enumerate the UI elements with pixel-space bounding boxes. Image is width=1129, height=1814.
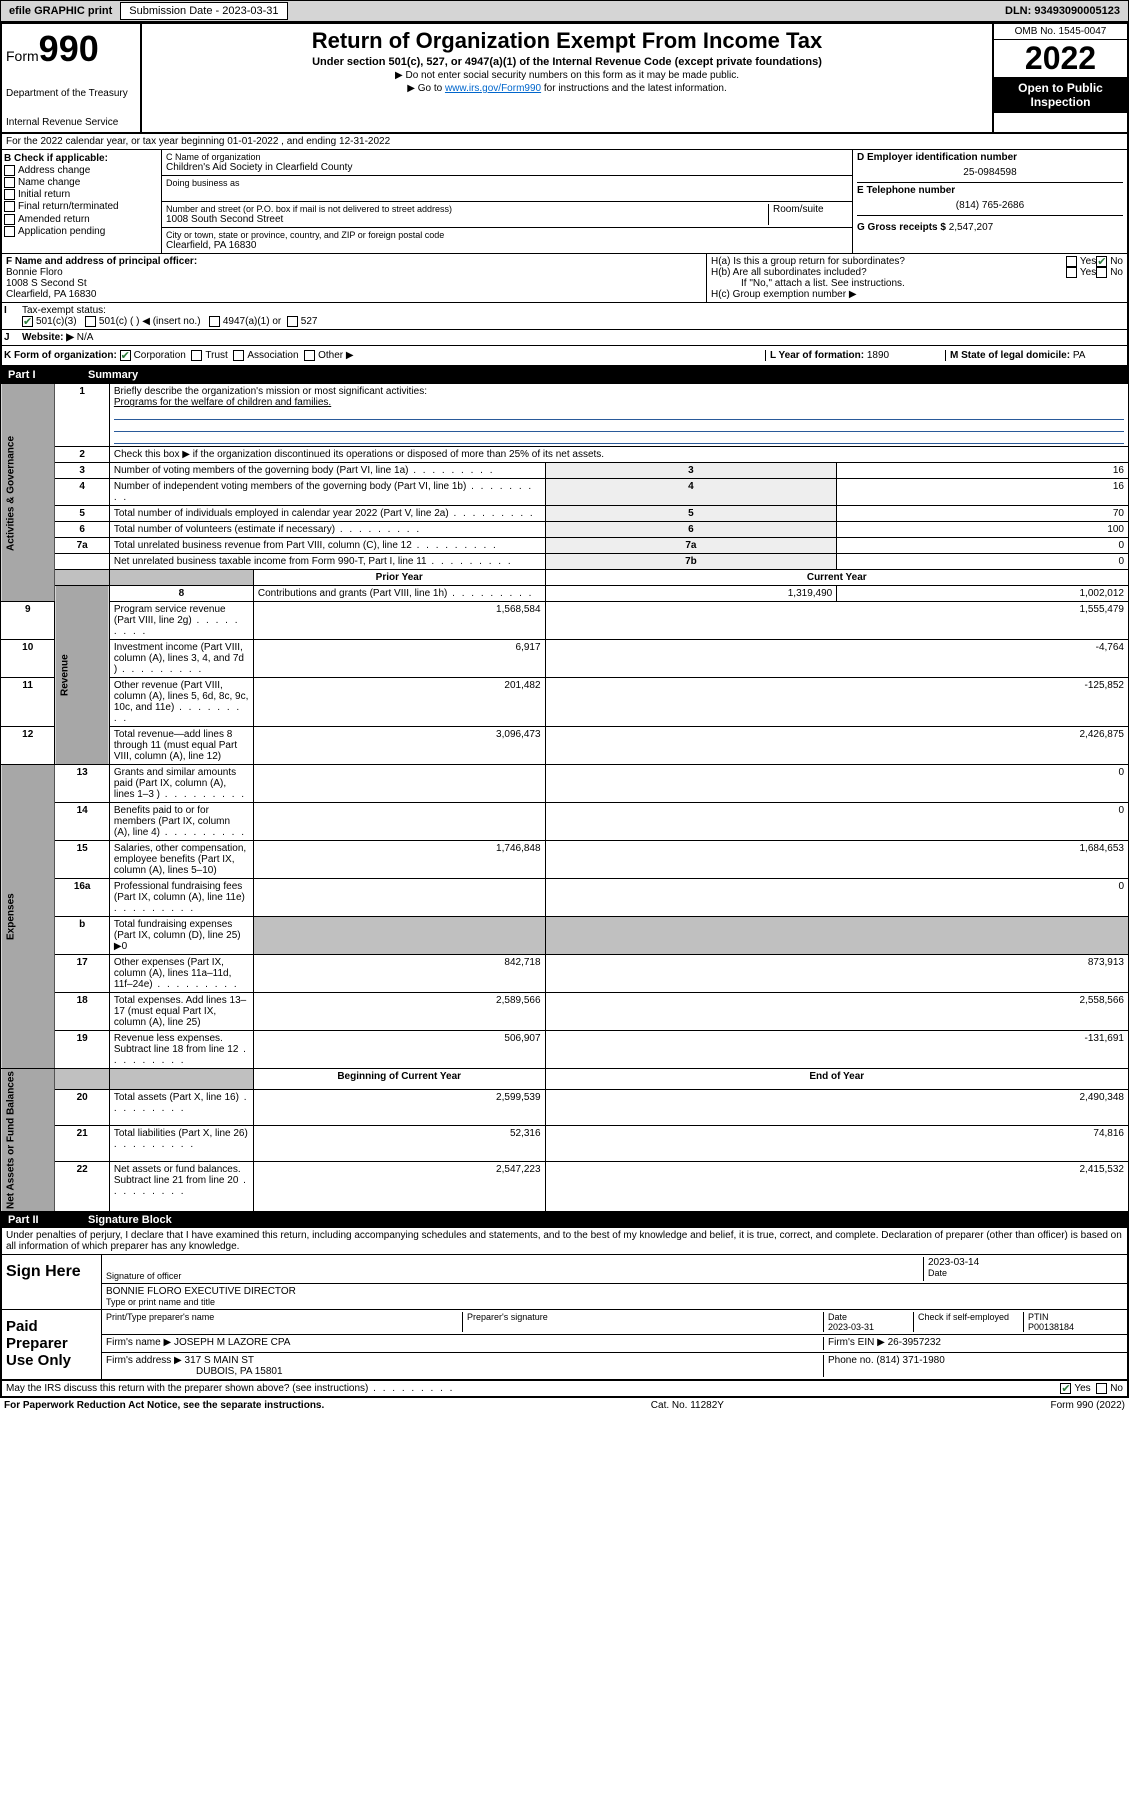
form-note1: ▶ Do not enter social security numbers o… bbox=[146, 70, 988, 81]
state-domicile: PA bbox=[1073, 350, 1086, 361]
box-f: F Name and address of principal officer:… bbox=[2, 254, 707, 302]
section-klm: K Form of organization: Corporation Trus… bbox=[2, 345, 1127, 365]
firm-phone: (814) 371-1980 bbox=[876, 1355, 944, 1366]
row-4: 4Number of independent voting members of… bbox=[1, 479, 1129, 506]
cb-trust[interactable] bbox=[191, 350, 202, 361]
box-c: C Name of organization Children's Aid So… bbox=[162, 150, 852, 253]
cb-527[interactable] bbox=[287, 316, 298, 327]
row-5: 5Total number of individuals employed in… bbox=[1, 506, 1129, 522]
dln: DLN: 93493090005123 bbox=[997, 5, 1128, 17]
form-number: 990 bbox=[39, 28, 99, 69]
prep-date: 2023-03-31 bbox=[828, 1322, 874, 1332]
box-deg: D Employer identification number 25-0984… bbox=[852, 150, 1127, 253]
org-name: Children's Aid Society in Clearfield Cou… bbox=[166, 162, 848, 173]
form-title: Return of Organization Exempt From Incom… bbox=[146, 28, 988, 54]
org-city: Clearfield, PA 16830 bbox=[166, 240, 848, 251]
sign-here-label: Sign Here bbox=[2, 1255, 102, 1309]
vlabel-bal: Net Assets or Fund Balances bbox=[1, 1069, 55, 1212]
phone: (814) 765-2686 bbox=[857, 196, 1123, 215]
cb-amended[interactable] bbox=[4, 214, 15, 225]
cb-ha-no[interactable] bbox=[1096, 256, 1107, 267]
irs-label: Internal Revenue Service bbox=[6, 117, 136, 128]
vlabel-exp: Expenses bbox=[1, 765, 55, 1069]
tax-year: 2022 bbox=[994, 40, 1127, 77]
website: N/A bbox=[77, 332, 94, 343]
efile-label[interactable]: efile GRAPHIC print bbox=[1, 5, 120, 17]
section-fh: F Name and address of principal officer:… bbox=[2, 253, 1127, 302]
irs-link[interactable]: www.irs.gov/Form990 bbox=[445, 83, 541, 94]
section-bcdeg: B Check if applicable: Address change Na… bbox=[2, 150, 1127, 253]
cb-initial-return[interactable] bbox=[4, 189, 15, 200]
cb-other[interactable] bbox=[304, 350, 315, 361]
submission-date[interactable]: Submission Date - 2023-03-31 bbox=[120, 2, 287, 20]
row-7b: Net unrelated business taxable income fr… bbox=[1, 554, 1129, 570]
cb-final-return[interactable] bbox=[4, 201, 15, 212]
part1-header: Part I Summary bbox=[0, 367, 1129, 383]
dept-label: Department of the Treasury bbox=[6, 88, 136, 99]
may-irs-discuss: May the IRS discuss this return with the… bbox=[2, 1380, 1127, 1396]
firm-addr: 317 S MAIN ST bbox=[185, 1355, 254, 1366]
officer-name: Bonnie Floro bbox=[6, 267, 702, 278]
cb-4947[interactable] bbox=[209, 316, 220, 327]
year-formed: 1890 bbox=[867, 350, 889, 361]
cb-app-pending[interactable] bbox=[4, 226, 15, 237]
form-note2: ▶ Go to www.irs.gov/Form990 for instruct… bbox=[146, 83, 988, 94]
box-h: H(a) Is this a group return for subordin… bbox=[707, 254, 1127, 302]
omb-number: OMB No. 1545-0047 bbox=[994, 24, 1127, 40]
row-7a: 7aTotal unrelated business revenue from … bbox=[1, 538, 1129, 554]
declaration-text: Under penalties of perjury, I declare th… bbox=[2, 1228, 1127, 1255]
open-inspection: Open to Public Inspection bbox=[994, 77, 1127, 113]
part2-header: Part II Signature Block bbox=[0, 1212, 1129, 1228]
ein: 25-0984598 bbox=[857, 163, 1123, 182]
topbar: efile GRAPHIC print Submission Date - 20… bbox=[0, 0, 1129, 22]
cb-hb-yes[interactable] bbox=[1066, 267, 1077, 278]
ptin: P00138184 bbox=[1028, 1322, 1074, 1332]
cb-501c[interactable] bbox=[85, 316, 96, 327]
sig-date: 2023-03-14 bbox=[928, 1257, 1123, 1268]
section-ij: I Tax-exempt status: 501(c)(3) 501(c) ( … bbox=[2, 302, 1127, 329]
cb-address-change[interactable] bbox=[4, 165, 15, 176]
cb-discuss-yes[interactable] bbox=[1060, 1383, 1071, 1394]
summary-table: Activities & Governance 1 Briefly descri… bbox=[0, 383, 1129, 1212]
vlabel-gov: Activities & Governance bbox=[1, 384, 55, 602]
cb-hb-no[interactable] bbox=[1096, 267, 1107, 278]
gross-receipts: 2,547,207 bbox=[949, 222, 994, 233]
line-a: For the 2022 calendar year, or tax year … bbox=[0, 134, 1129, 150]
mission-text: Programs for the welfare of children and… bbox=[114, 397, 1124, 408]
cb-ha-yes[interactable] bbox=[1066, 256, 1077, 267]
vlabel-rev: Revenue bbox=[55, 586, 109, 765]
form-subtitle: Under section 501(c), 527, or 4947(a)(1)… bbox=[146, 56, 988, 68]
footer: For Paperwork Reduction Act Notice, see … bbox=[0, 1398, 1129, 1413]
cb-name-change[interactable] bbox=[4, 177, 15, 188]
firm-ein: 26-3957232 bbox=[888, 1337, 941, 1348]
form-header: Form990 Department of the Treasury Inter… bbox=[0, 22, 1129, 134]
line-j: J Website: ▶ N/A bbox=[2, 329, 1127, 345]
firm-name: JOSEPH M LAZORE CPA bbox=[174, 1337, 291, 1348]
row-6: 6Total number of volunteers (estimate if… bbox=[1, 522, 1129, 538]
signature-block: Under penalties of perjury, I declare th… bbox=[0, 1228, 1129, 1398]
paid-preparer-label: Paid Preparer Use Only bbox=[2, 1310, 102, 1379]
cb-501c3[interactable] bbox=[22, 316, 33, 327]
form-label: Form bbox=[6, 48, 39, 64]
cb-assoc[interactable] bbox=[233, 350, 244, 361]
cb-corp[interactable] bbox=[120, 350, 131, 361]
box-b: B Check if applicable: Address change Na… bbox=[2, 150, 162, 253]
officer-signature-name: BONNIE FLORO EXECUTIVE DIRECTOR bbox=[106, 1286, 1123, 1297]
cb-discuss-no[interactable] bbox=[1096, 1383, 1107, 1394]
org-address: 1008 South Second Street bbox=[166, 214, 768, 225]
row-3: 3Number of voting members of the governi… bbox=[1, 463, 1129, 479]
